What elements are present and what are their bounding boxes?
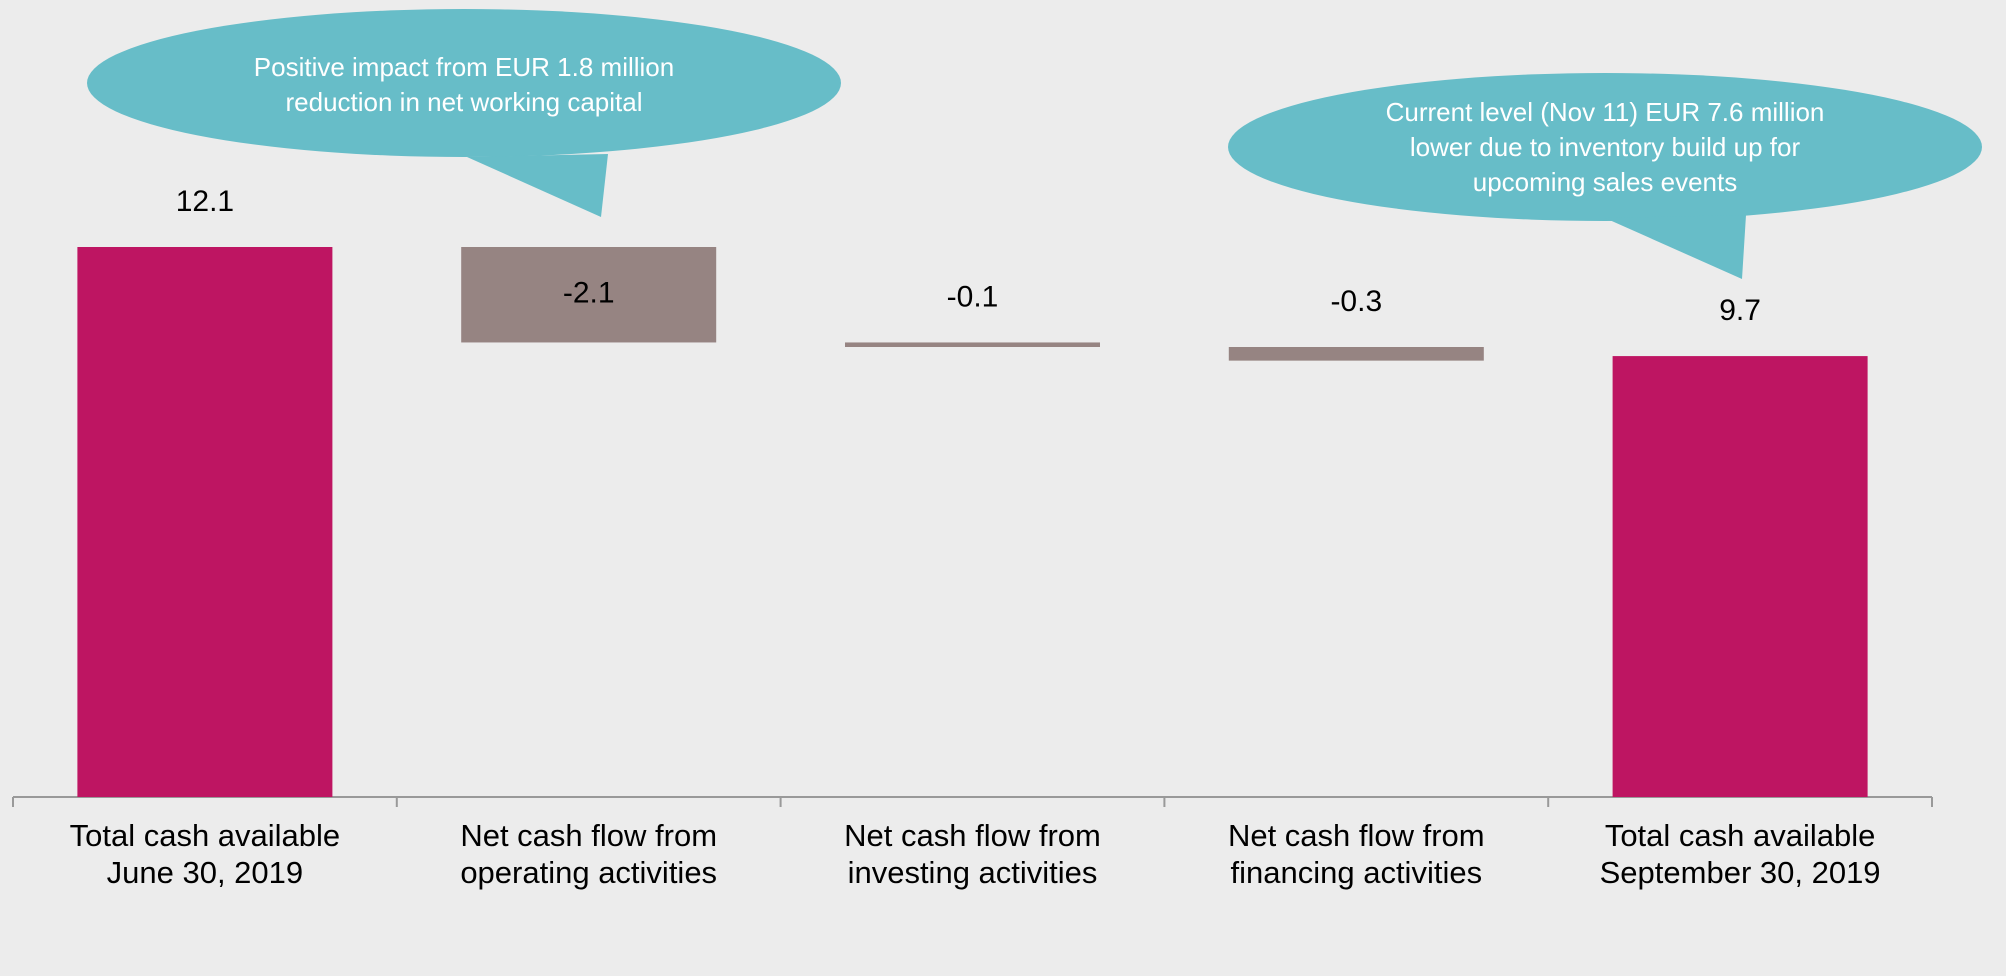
bar bbox=[1612, 356, 1868, 797]
callout-pointer bbox=[1605, 215, 1746, 279]
x-tick-label: Net cash flow from financing activities bbox=[1227, 818, 1485, 890]
x-tick-label: Net cash flow from operating activities bbox=[460, 818, 718, 890]
callout bbox=[87, 9, 841, 157]
value-label: 9.7 bbox=[1719, 294, 1761, 327]
bar bbox=[77, 247, 333, 797]
callout-pointer bbox=[467, 154, 608, 217]
bar bbox=[461, 247, 717, 343]
value-label: -2.1 bbox=[563, 277, 615, 310]
value-label: -0.1 bbox=[947, 280, 999, 313]
x-tick-label: Total cash available June 30, 2019 bbox=[69, 818, 341, 890]
annotation: Current level (Nov 11) EUR 7.6 million l… bbox=[1385, 97, 1825, 197]
value-label: 12.1 bbox=[176, 185, 234, 218]
annotation: Positive impact from EUR 1.8 million red… bbox=[253, 52, 675, 117]
x-tick-label: Total cash available September 30, 2019 bbox=[1599, 818, 1881, 890]
callout bbox=[1228, 73, 1982, 221]
bar bbox=[845, 342, 1100, 347]
bar bbox=[1228, 347, 1484, 361]
x-tick-label: Net cash flow from investing activities bbox=[844, 818, 1101, 890]
value-label: -0.3 bbox=[1330, 285, 1382, 318]
